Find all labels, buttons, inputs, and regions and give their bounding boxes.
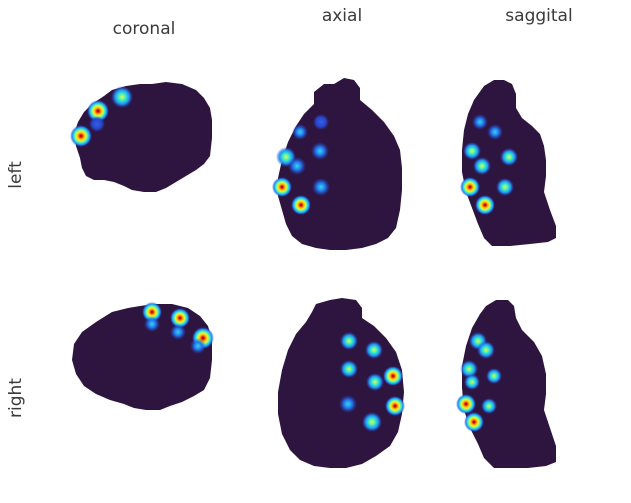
activation-spot: [291, 195, 311, 215]
activation-spot: [292, 124, 308, 140]
activation-spot: [142, 302, 162, 322]
activation-spot: [170, 308, 190, 328]
panel-left-saggital: [460, 80, 556, 246]
activation-spot: [477, 341, 495, 359]
activation-spot: [464, 412, 484, 432]
activation-spot: [456, 394, 476, 414]
activation-spot: [340, 332, 358, 350]
activation-spot: [365, 341, 383, 359]
activation-spot: [496, 178, 514, 196]
activation-spot: [288, 157, 306, 175]
activation-spot: [311, 142, 329, 160]
activation-spot: [475, 195, 495, 215]
activation-spot: [460, 177, 480, 197]
activation-spot: [500, 148, 518, 166]
panel-right-coronal: [72, 302, 214, 410]
activation-spot: [460, 360, 478, 378]
activation-spot: [89, 116, 105, 132]
activation-spot: [472, 114, 488, 130]
column-title-axial: axial: [321, 6, 363, 26]
activation-spot: [473, 157, 491, 175]
activation-spot: [312, 178, 330, 196]
activation-spot: [87, 100, 109, 122]
activation-spot: [190, 338, 206, 354]
activation-spot: [487, 124, 503, 140]
activation-spot: [339, 395, 357, 413]
activation-spot: [463, 142, 481, 160]
panel-right-saggital: [456, 300, 556, 468]
activation-spot: [144, 316, 160, 332]
brain-silhouette: [74, 82, 212, 192]
activation-spot: [464, 374, 480, 390]
column-title-coronal: coronal: [112, 19, 176, 39]
activation-spot: [383, 366, 403, 386]
activation-spot: [70, 125, 92, 147]
activation-spot: [481, 398, 497, 414]
activation-spot: [313, 114, 329, 130]
activation-spot: [362, 412, 382, 432]
panel-left-axial: [272, 78, 402, 250]
brain-silhouette: [278, 298, 404, 468]
brain-silhouette: [72, 304, 212, 410]
panel-right-axial: [278, 298, 405, 468]
activation-spot: [340, 360, 358, 378]
activation-spot: [170, 324, 186, 340]
activation-spot: [272, 177, 292, 197]
activation-spot: [486, 368, 502, 384]
activation-spot: [366, 373, 384, 391]
panel-left-coronal: [70, 82, 212, 192]
column-title-saggital: saggital: [505, 6, 573, 26]
activation-spot: [385, 396, 405, 416]
activation-spot: [111, 86, 133, 108]
